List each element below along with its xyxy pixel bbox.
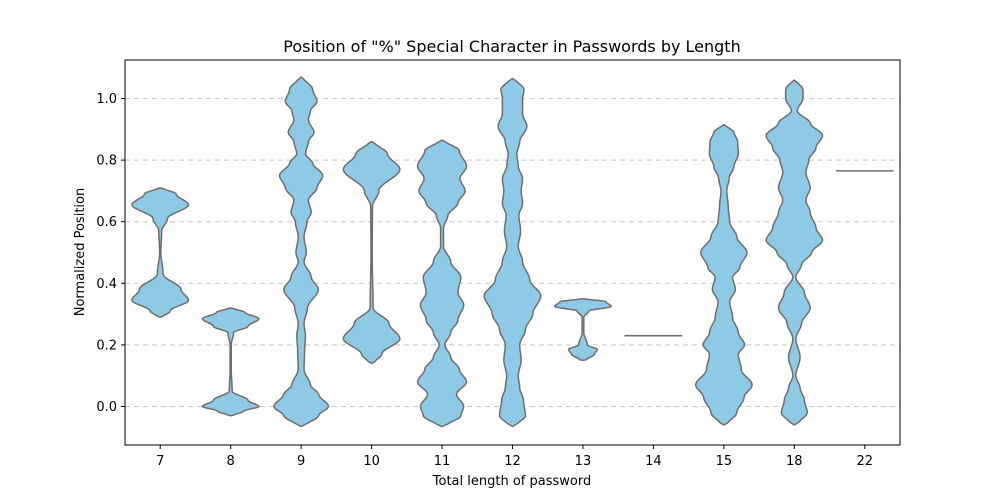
x-tick-label: 12	[504, 454, 521, 469]
violin-10	[342, 140, 401, 365]
y-tick-label: 0.0	[96, 400, 117, 415]
chart-title: Position of "%" Special Character in Pas…	[283, 37, 740, 56]
violin-12	[483, 77, 542, 428]
y-axis-title: Normalized Position	[73, 188, 88, 316]
y-tick-label: 0.6	[96, 215, 117, 230]
y-tick-label: 0.2	[96, 338, 117, 353]
violin-13	[553, 297, 612, 362]
x-axis-title: Total length of password	[432, 474, 591, 489]
x-tick-label: 15	[716, 454, 733, 469]
x-tick-label: 8	[227, 454, 235, 469]
ticks: 0.0 0.2 0.4 0.6 0.8 1.0 7 8 9 10 11 12 13 14 15 18 22	[96, 92, 873, 469]
x-tick-label: 14	[645, 454, 662, 469]
violin-18	[765, 79, 824, 426]
y-tick-label: 1.0	[96, 92, 117, 107]
x-tick-label: 11	[434, 454, 451, 469]
y-tick-label: 0.8	[96, 154, 117, 169]
x-tick-label: 22	[856, 454, 873, 469]
violin-9	[272, 76, 330, 428]
violins	[131, 76, 894, 428]
violin-7	[131, 187, 190, 318]
x-tick-label: 13	[575, 454, 592, 469]
y-tick-label: 0.4	[96, 277, 117, 292]
x-tick-label: 10	[363, 454, 380, 469]
violin-15	[694, 123, 753, 426]
x-tick-label: 18	[786, 454, 803, 469]
violin-8	[201, 307, 260, 417]
x-tick-label: 7	[156, 454, 164, 469]
violin-11	[416, 139, 468, 428]
x-tick-label: 9	[297, 454, 305, 469]
